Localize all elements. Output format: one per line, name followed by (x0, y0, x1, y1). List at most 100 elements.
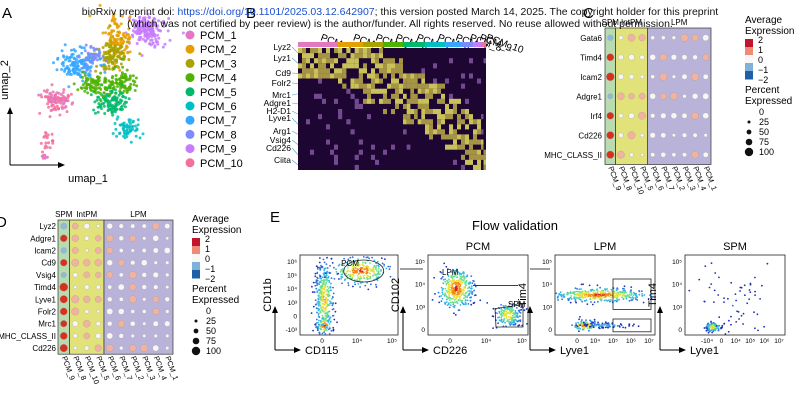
event-dot (614, 295, 616, 298)
umap-point (157, 36, 161, 40)
expression-dot (165, 333, 170, 338)
umap-point (152, 22, 156, 26)
umap-point (88, 73, 92, 77)
umap-point (83, 74, 87, 77)
event-dot (448, 280, 451, 283)
heatmap-cell (441, 119, 445, 125)
event-dot (373, 272, 375, 274)
umap-point (122, 129, 126, 133)
umap-point (122, 32, 126, 35)
heatmap-cell (477, 78, 481, 84)
event-dot (326, 285, 329, 288)
spm-gate[interactable] (494, 304, 524, 328)
heatmap-panel: PCM_1PCM_2PCM_3PCM_4PCM_5PCM_6PCM_7PCM_8… (264, 32, 525, 170)
event-dot (574, 298, 577, 301)
tim4-low-gate[interactable] (612, 318, 652, 333)
event-dot (561, 298, 563, 301)
event-dot (519, 312, 522, 314)
heatmap-cell (461, 119, 465, 125)
legend-swatch (185, 87, 195, 97)
heatmap-cell (310, 53, 314, 59)
heatmap-cell (375, 58, 379, 64)
umap-point (99, 99, 103, 103)
umap-point (120, 14, 124, 18)
expression-dot (118, 223, 124, 229)
event-dot (452, 288, 455, 291)
event-dot (607, 299, 610, 302)
expression-dot (128, 271, 137, 279)
event-dot (501, 314, 504, 317)
event-dot (326, 270, 329, 273)
event-dot (604, 290, 607, 293)
umap-point (50, 132, 54, 136)
heatmap-cell (473, 149, 477, 155)
event-dot (715, 325, 718, 327)
umap-point (63, 43, 67, 47)
heatmap-cell (410, 119, 414, 125)
umap-point (84, 43, 88, 47)
event-dot (580, 288, 582, 291)
umap-point (103, 78, 107, 82)
event-dot (589, 320, 592, 323)
heatmap-cell (469, 154, 473, 160)
umap-point (55, 68, 59, 72)
umap-point (80, 59, 84, 63)
heatmap-cell (406, 109, 411, 115)
event-dot (328, 310, 331, 313)
umap-point (128, 77, 132, 81)
event-dot (454, 304, 456, 307)
heatmap-cell (391, 68, 395, 74)
heatmap-cell (414, 78, 418, 84)
event-dot (317, 297, 319, 300)
event-dot (332, 326, 335, 329)
expression-dot (130, 223, 136, 229)
event-dot (359, 276, 362, 278)
umap-point (87, 52, 90, 56)
size-legend-label: 100 (759, 147, 774, 157)
heatmap-cell (334, 98, 338, 104)
umap-point (134, 134, 138, 138)
colorbar-title: Average (192, 214, 230, 225)
event-dot (358, 272, 360, 275)
event-dot (511, 316, 513, 319)
legend-label: PCM_4 (200, 73, 237, 85)
event-dot (363, 271, 365, 274)
event-dot (620, 291, 623, 294)
tim4-high-gate[interactable] (612, 278, 652, 310)
event-dot (748, 289, 751, 291)
flow-y-tick: 0 (678, 327, 682, 334)
umap-point (124, 78, 128, 82)
expression-dot (130, 260, 136, 266)
doi-link[interactable]: https://doi.org/10.1101/2025.03.12.64290… (177, 6, 375, 18)
event-dot (591, 294, 594, 296)
event-dot (634, 297, 637, 299)
umap-point (88, 14, 92, 18)
umap-point (49, 98, 53, 102)
umap-point (128, 50, 132, 54)
event-dot (365, 267, 368, 269)
event-dot (325, 297, 328, 300)
event-dot (437, 291, 440, 294)
heatmap-cell (425, 88, 429, 94)
event-dot (456, 289, 459, 292)
heatmap-cell (395, 83, 399, 89)
event-dot (324, 307, 327, 309)
expression-dot (628, 93, 635, 100)
size-legend-dot (746, 129, 752, 135)
event-dot (324, 317, 327, 320)
event-dot (754, 290, 756, 293)
size-legend-dot (191, 346, 201, 356)
event-dot (513, 313, 516, 315)
event-dot (570, 295, 572, 297)
heatmap-cell (318, 73, 322, 79)
heatmap-cell (310, 48, 314, 54)
event-dot (364, 284, 367, 287)
event-dot (454, 283, 457, 286)
expression-dot (72, 222, 79, 230)
heatmap-cell (367, 98, 371, 104)
event-dot (474, 285, 477, 288)
pcm-gate[interactable] (343, 259, 385, 283)
event-dot (319, 268, 322, 270)
event-dot (441, 297, 444, 300)
flow-y-arrowhead (272, 306, 278, 313)
